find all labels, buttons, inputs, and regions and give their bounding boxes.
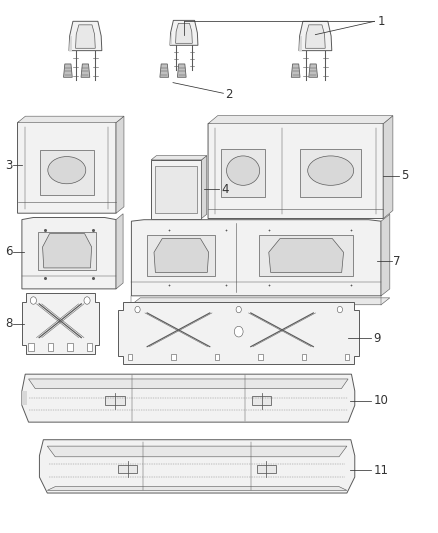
Polygon shape [47,487,347,490]
Polygon shape [309,64,318,77]
Polygon shape [176,23,192,43]
Polygon shape [170,20,198,45]
FancyBboxPatch shape [87,343,92,351]
Circle shape [337,306,343,313]
Ellipse shape [307,156,354,185]
Polygon shape [22,293,99,354]
Polygon shape [201,156,207,219]
Polygon shape [170,33,172,45]
Polygon shape [151,156,207,160]
Polygon shape [64,64,72,77]
Text: 6: 6 [5,245,13,258]
Polygon shape [22,391,27,405]
Polygon shape [291,64,300,77]
Circle shape [234,326,243,337]
Polygon shape [131,298,390,305]
Text: 9: 9 [373,332,381,345]
Text: 1: 1 [378,15,385,28]
Polygon shape [81,64,90,77]
FancyBboxPatch shape [128,353,133,360]
Text: 3: 3 [5,159,13,172]
FancyBboxPatch shape [345,353,350,360]
Polygon shape [160,64,169,77]
Polygon shape [147,236,215,276]
Polygon shape [257,465,276,473]
Polygon shape [155,166,198,213]
Polygon shape [208,121,383,219]
Polygon shape [300,149,361,197]
Polygon shape [118,302,359,364]
Polygon shape [116,116,124,213]
Polygon shape [106,397,125,405]
Polygon shape [116,214,123,289]
Polygon shape [131,220,381,296]
FancyBboxPatch shape [172,353,176,360]
Polygon shape [305,25,325,49]
Polygon shape [18,119,116,213]
Polygon shape [69,21,102,51]
FancyBboxPatch shape [258,353,263,360]
Ellipse shape [226,156,260,185]
Polygon shape [154,239,208,272]
Text: 7: 7 [393,255,401,268]
Polygon shape [42,233,92,268]
Polygon shape [221,149,265,197]
Polygon shape [18,116,124,123]
Circle shape [30,297,36,304]
Polygon shape [47,446,347,457]
Polygon shape [208,116,393,124]
Polygon shape [22,217,116,289]
Polygon shape [76,25,95,49]
FancyBboxPatch shape [48,343,53,351]
Polygon shape [252,397,271,405]
Text: 2: 2 [226,88,233,101]
Text: 11: 11 [373,464,388,477]
Circle shape [84,297,90,304]
Polygon shape [383,116,393,219]
Text: 10: 10 [373,394,388,407]
Text: 4: 4 [221,183,229,196]
Polygon shape [38,232,96,270]
Polygon shape [28,379,348,389]
FancyBboxPatch shape [215,353,219,360]
Ellipse shape [48,157,86,184]
Polygon shape [259,236,353,276]
Polygon shape [39,440,355,493]
Polygon shape [381,214,390,296]
Polygon shape [22,374,355,422]
FancyBboxPatch shape [67,343,73,351]
Polygon shape [269,239,343,272]
Polygon shape [151,160,201,219]
FancyBboxPatch shape [301,353,306,360]
Polygon shape [40,150,94,195]
Polygon shape [118,465,138,473]
Text: 8: 8 [5,317,13,330]
Circle shape [236,306,241,313]
Text: 5: 5 [401,169,408,182]
Polygon shape [69,36,71,51]
Polygon shape [299,21,332,51]
Polygon shape [177,64,186,77]
FancyBboxPatch shape [28,343,34,351]
Polygon shape [299,36,301,51]
Circle shape [135,306,140,313]
